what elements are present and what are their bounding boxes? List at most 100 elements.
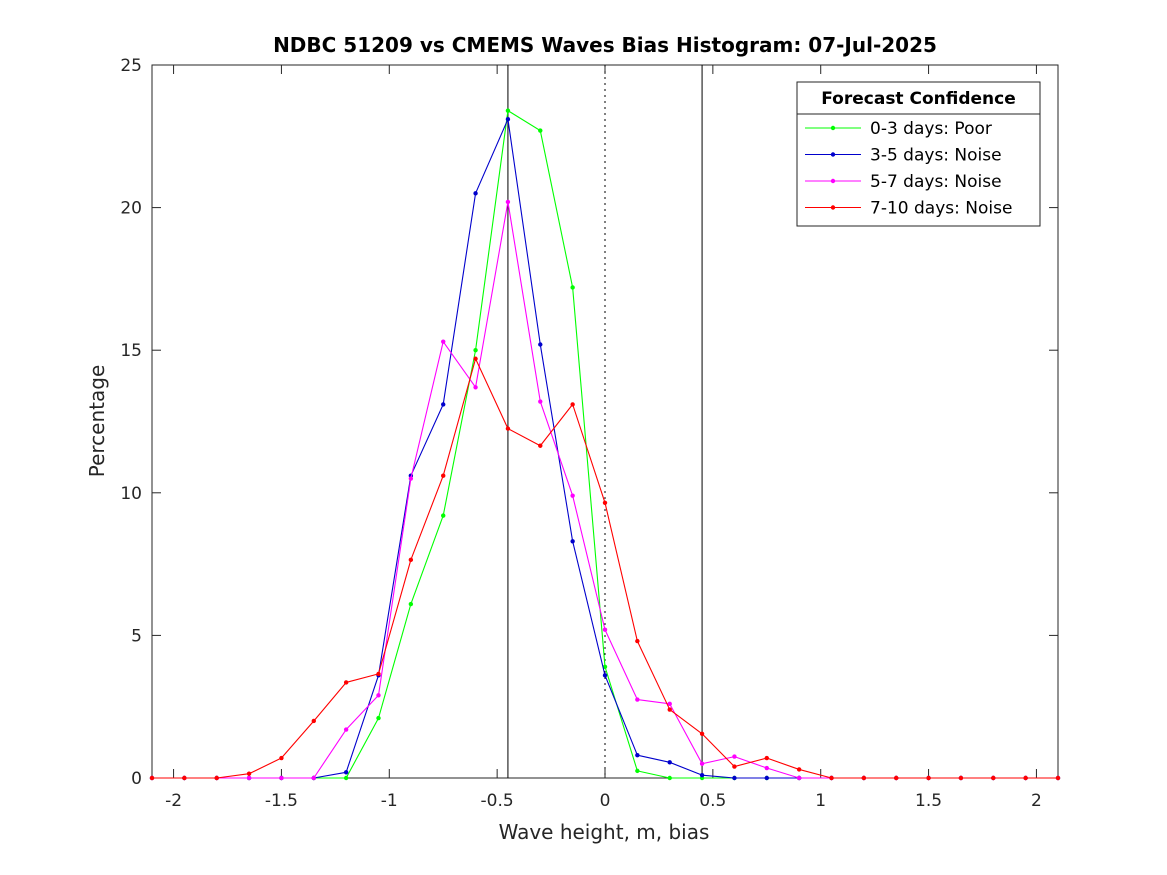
series-1-point: [538, 128, 543, 133]
legend-title: Forecast Confidence: [821, 89, 1016, 109]
series-3-point: [764, 765, 769, 771]
series-2-point: [764, 775, 769, 781]
series-2-point: [538, 342, 543, 347]
legend-entry-label: 3-5 days: Noise: [870, 146, 1002, 166]
series-3-point: [732, 754, 737, 759]
series-1-point: [408, 601, 414, 607]
legend-entry-label: 7-10 days: Noise: [870, 199, 1012, 219]
legend-swatch-marker: [830, 152, 836, 157]
series-1-point: [343, 775, 349, 781]
series-3-point: [699, 761, 705, 766]
series-3-point: [667, 701, 672, 707]
series-2-point: [602, 673, 608, 678]
series-4-point: [1055, 775, 1061, 781]
series-4-point: [473, 356, 478, 361]
x-tick-label: 1: [815, 791, 826, 811]
series-4-point: [667, 707, 672, 712]
series-4-point: [991, 775, 996, 781]
x-tick-label: 2: [1031, 791, 1042, 811]
series-2-point: [699, 772, 705, 778]
x-tick-label: 0.5: [699, 791, 726, 811]
series-1-point: [570, 285, 575, 290]
series-4-point: [699, 731, 705, 736]
x-tick-label: 0: [600, 791, 611, 811]
legend: Forecast Confidence 0-3 days: Poor 3-5 day…: [796, 81, 1041, 227]
series-1-point: [376, 715, 381, 721]
series-4-point: [764, 755, 769, 761]
x-tick-label: -2: [165, 791, 182, 811]
series-1-point: [667, 775, 672, 781]
legend-swatch-marker: [830, 178, 836, 184]
series-4-point: [441, 473, 446, 478]
x-axis-label: Wave height, m, bias: [499, 820, 710, 844]
series-4-point: [958, 775, 964, 781]
chart-title: NDBC 51209 vs CMEMS Waves Bias Histogram…: [273, 33, 937, 57]
series-4-point: [796, 767, 802, 772]
y-tick-label: 10: [120, 484, 142, 504]
series-3-point: [408, 476, 414, 481]
series-2-point: [505, 116, 511, 122]
series-1-point: [473, 348, 478, 353]
series-3-point: [376, 693, 381, 698]
series-2-point: [343, 770, 349, 775]
legend-entry-label: 0-3 days: Poor: [870, 119, 992, 139]
series-3-point: [246, 775, 252, 781]
series-2-point: [473, 191, 478, 196]
series-4-point: [182, 775, 187, 781]
series-1-point: [635, 768, 640, 774]
series-4-point: [894, 775, 899, 781]
series-4-point: [732, 764, 737, 769]
series-4-point: [408, 557, 414, 563]
series-3-point: [279, 775, 284, 781]
series-3-point: [602, 627, 608, 632]
series-4-point: [1023, 775, 1028, 781]
series-3-point: [538, 399, 543, 404]
legend-swatch-marker: [830, 205, 836, 210]
series-3-point: [796, 775, 802, 781]
series-1-point: [441, 513, 446, 518]
series-1-point: [602, 664, 608, 669]
series-3-point: [473, 385, 478, 390]
series-3-point: [441, 339, 446, 344]
series-2-point: [441, 402, 446, 407]
series-4-point: [635, 638, 640, 644]
series-4-point: [279, 755, 284, 761]
legend-entry-label: 5-7 days: Noise: [870, 172, 1002, 192]
series-4-point: [311, 718, 316, 724]
series-3-point: [311, 775, 316, 781]
series-1-point: [505, 108, 511, 113]
y-tick-label: 20: [120, 199, 142, 219]
x-tick-label: -1.5: [265, 791, 298, 811]
y-tick-label: 0: [131, 769, 142, 789]
series-3-point: [343, 727, 349, 732]
x-tick-label: -0.5: [481, 791, 514, 811]
series-4-point: [926, 775, 931, 781]
series-2-point: [570, 539, 575, 544]
series-2-point: [667, 760, 672, 765]
series-4-point: [538, 443, 543, 448]
series-4-point: [149, 775, 155, 781]
x-tick-label: 1.5: [915, 791, 942, 811]
series-3-point: [505, 199, 511, 205]
series-4-point: [246, 771, 252, 776]
series-4-point: [829, 775, 834, 781]
x-tick-label: -1: [381, 791, 398, 811]
legend-swatch-marker: [830, 125, 836, 131]
series-4-point: [214, 775, 219, 781]
series-4-point: [570, 402, 575, 407]
y-axis-label: Percentage: [85, 365, 109, 478]
series-2-point: [635, 752, 640, 758]
series-3-point: [570, 493, 575, 498]
series-4-point: [343, 680, 349, 685]
y-tick-label: 15: [120, 341, 142, 361]
series-4-point: [602, 500, 608, 505]
series-3-point: [635, 697, 640, 702]
series-4-point: [376, 671, 381, 677]
series-4-point: [861, 775, 867, 781]
series-2-point: [732, 775, 737, 781]
series-4-point: [505, 426, 511, 431]
y-tick-label: 25: [120, 56, 142, 76]
y-tick-label: 5: [131, 626, 142, 646]
